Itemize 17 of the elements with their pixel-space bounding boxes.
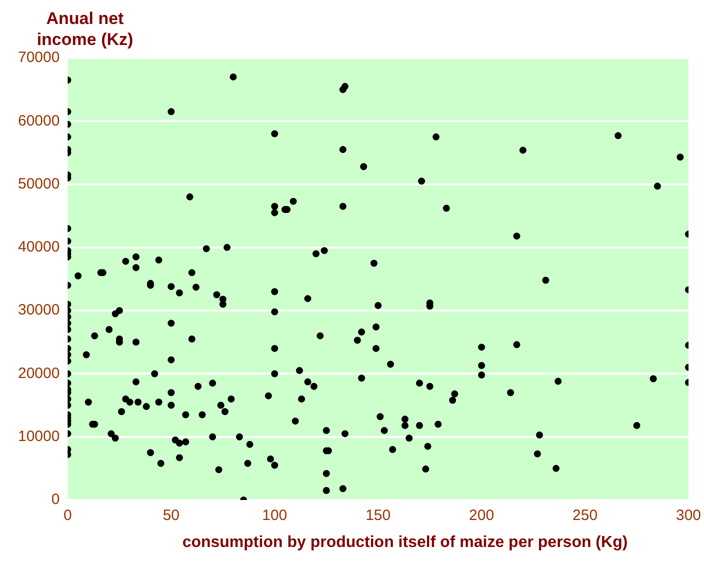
y-tick-label: 60000 <box>18 112 60 130</box>
y-tick-label: 30000 <box>18 302 60 319</box>
y-tick-label: 0 <box>51 491 60 508</box>
x-tick-label: 150 <box>366 507 391 524</box>
x-tick-label: 250 <box>572 507 598 524</box>
x-tick-label: 50 <box>162 507 180 524</box>
y-axis-title: Anual net income (Kz) <box>36 8 134 50</box>
x-tick-label: 100 <box>262 507 288 524</box>
y-tick-label: 50000 <box>18 175 60 192</box>
y-tick-label: 20000 <box>18 364 60 382</box>
x-tick-label: 300 <box>676 507 701 524</box>
y-tick-label: 70000 <box>18 49 60 66</box>
y-tick-label: 40000 <box>18 238 60 256</box>
x-axis-title: consumption by production itself of maize per person (Kg) <box>181 533 629 552</box>
y-tick-label: 10000 <box>18 428 60 445</box>
x-tick-label: 200 <box>469 507 494 524</box>
x-tick-label: 0 <box>64 507 72 524</box>
